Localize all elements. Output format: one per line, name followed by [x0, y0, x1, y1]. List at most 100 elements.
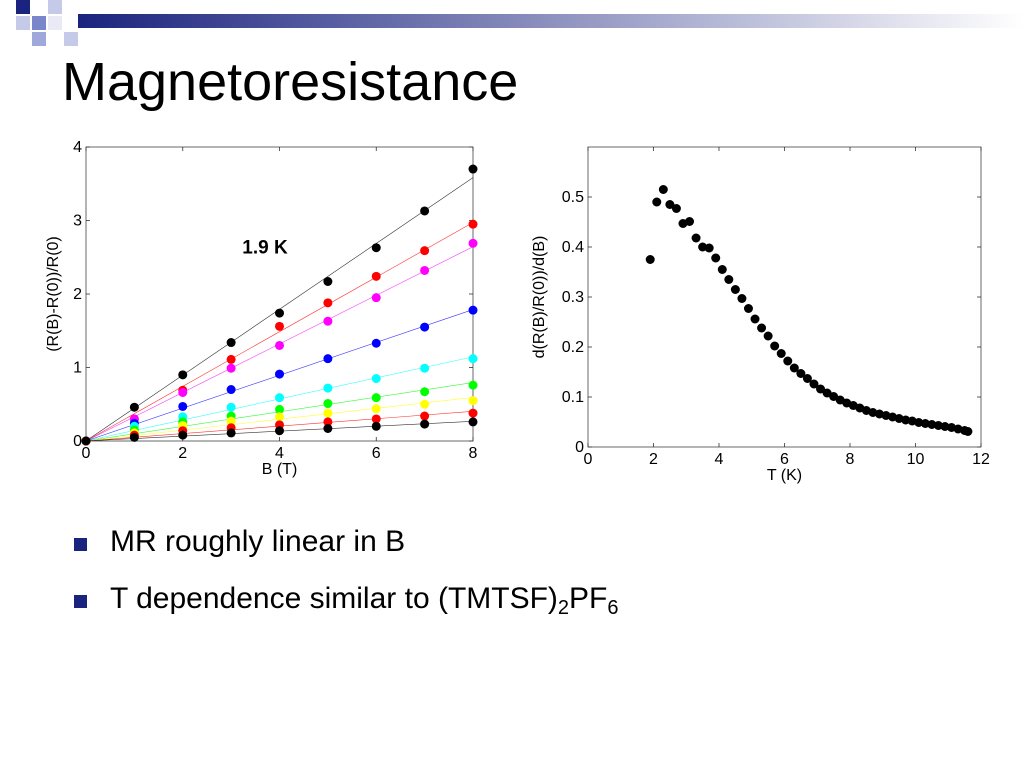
slide-title: Magnetoresistance: [62, 52, 519, 112]
x-tick-label: 10: [907, 451, 925, 468]
data-point: [371, 404, 381, 414]
data-point: [420, 322, 430, 332]
x-tick-label: 4: [715, 451, 724, 468]
data-point: [371, 338, 381, 348]
bullet-item: MR roughly linear in B: [74, 524, 619, 560]
x-tick-label: 8: [469, 445, 478, 462]
x-tick-label: 2: [178, 445, 187, 462]
data-point: [645, 255, 655, 264]
data-point: [809, 379, 819, 389]
x-tick-label: 4: [275, 445, 284, 462]
y-tick-label: 2: [73, 286, 82, 303]
y-tick-label: 0.5: [562, 189, 584, 206]
y-tick-label: 0: [575, 439, 584, 456]
data-point: [717, 265, 727, 274]
data-point: [226, 354, 236, 364]
data-point: [468, 408, 478, 418]
y-axis-label: (R(B)-R(0))/R(0): [45, 236, 62, 352]
data-point: [129, 432, 139, 442]
data-point: [704, 243, 714, 253]
data-point: [371, 414, 381, 424]
x-tick-label: 2: [649, 451, 658, 468]
data-point: [420, 246, 430, 256]
data-point: [323, 316, 333, 326]
data-point: [796, 369, 806, 378]
data-point: [178, 370, 188, 380]
subscript: 6: [607, 597, 619, 619]
data-point: [275, 340, 284, 350]
data-point: [275, 369, 284, 379]
data-point: [129, 402, 139, 412]
data-point: [275, 393, 284, 403]
plot-frame: [587, 146, 982, 448]
data-point: [816, 384, 826, 394]
data-point: [789, 363, 799, 373]
data-point: [468, 305, 478, 315]
data-point: [371, 421, 381, 431]
data-point: [226, 402, 236, 412]
data-point: [226, 428, 236, 438]
x-axis-label: B (T): [262, 461, 298, 478]
bullet-text: PF: [569, 582, 608, 615]
x-tick-label: 0: [82, 445, 91, 462]
data-point: [665, 200, 675, 209]
data-point: [468, 238, 478, 248]
data-point: [371, 293, 381, 303]
data-point: [468, 396, 478, 406]
data-point: [776, 349, 786, 358]
y-tick-label: 0.4: [562, 239, 584, 256]
deco-square: [16, 0, 30, 14]
data-point: [420, 419, 430, 429]
data-point: [963, 427, 973, 436]
deco-square: [48, 16, 62, 30]
y-tick-label: 3: [73, 213, 82, 230]
data-point: [737, 294, 747, 303]
data-point: [275, 426, 284, 436]
bullet-item: T dependence similar to (TMTSF)2PF6: [74, 581, 619, 619]
bullet-list: MR roughly linear in B T dependence simi…: [74, 524, 619, 638]
data-point: [468, 164, 478, 174]
chart-annotation: 1.9 K: [242, 238, 288, 259]
data-point: [671, 204, 681, 213]
data-point: [658, 185, 668, 194]
data-point: [226, 363, 236, 373]
data-point: [371, 271, 381, 281]
data-point: [178, 387, 188, 397]
data-point: [763, 331, 773, 341]
square-bullet-icon: [74, 538, 87, 551]
y-tick-label: 0.1: [562, 389, 584, 406]
data-point: [81, 436, 91, 446]
data-point: [323, 298, 333, 308]
data-point: [468, 354, 478, 364]
gradient-bar: [78, 14, 1024, 28]
data-point: [323, 399, 333, 409]
data-point: [323, 408, 333, 418]
data-point: [371, 374, 381, 384]
bullet-text: T dependence similar to (TMTSF): [110, 582, 558, 615]
data-point: [420, 411, 430, 421]
deco-square: [64, 32, 78, 46]
x-tick-label: 8: [846, 451, 855, 468]
data-point: [783, 356, 793, 366]
data-point: [652, 197, 662, 207]
y-tick-label: 0.2: [562, 339, 584, 356]
y-tick-label: 4: [73, 139, 82, 156]
data-point: [226, 385, 236, 395]
data-point: [685, 217, 695, 226]
data-point: [275, 321, 284, 331]
data-point: [323, 354, 333, 364]
x-axis-label: T (K): [767, 467, 802, 484]
data-point: [371, 243, 381, 253]
x-tick-label: 0: [584, 451, 593, 468]
data-point: [802, 374, 812, 383]
data-point: [770, 341, 780, 351]
y-axis-label: d(R(B)/R(0))/d(B): [531, 236, 548, 359]
data-point: [468, 380, 478, 390]
deco-square: [32, 16, 46, 30]
data-point: [468, 219, 478, 229]
deco-square: [16, 16, 30, 30]
data-point: [226, 338, 236, 348]
x-tick-label: 6: [780, 451, 789, 468]
